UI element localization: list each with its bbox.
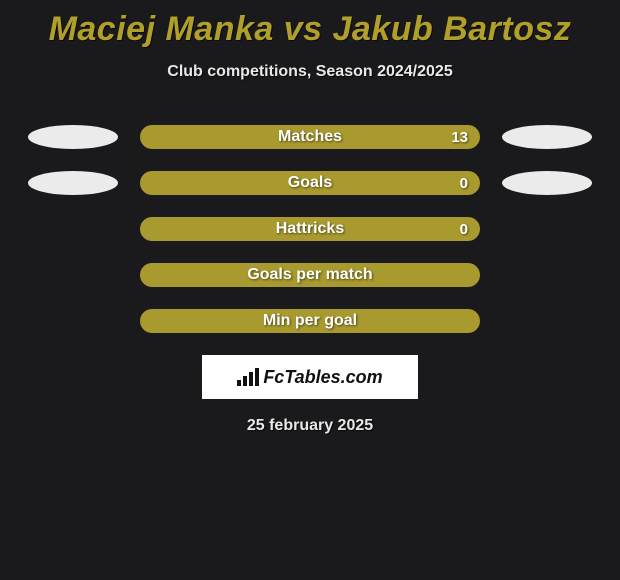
stat-bar: Hattricks 0 [140,217,480,241]
stat-row: Goals per match [0,263,620,287]
stat-bar: Goals per match [140,263,480,287]
stat-row: Goals 0 [0,171,620,195]
stat-bar: Min per goal [140,309,480,333]
logo-box: FcTables.com [202,355,418,399]
stat-label: Hattricks [276,220,344,238]
stat-row: Min per goal [0,309,620,333]
right-value-pill [502,125,592,149]
stat-value: 13 [451,129,468,146]
page-title: Maciej Manka vs Jakub Bartosz [0,0,620,49]
stat-bar: Goals 0 [140,171,480,195]
right-value-pill [502,171,592,195]
logo: FcTables.com [237,367,382,388]
stat-label: Matches [278,128,342,146]
stat-label: Min per goal [263,312,357,330]
left-value-pill [28,125,118,149]
stat-bar: Matches 13 [140,125,480,149]
date-text: 25 february 2025 [0,417,620,435]
left-value-pill [28,171,118,195]
bar-chart-icon [237,368,259,386]
stat-rows: Matches 13 Goals 0 Hattricks 0 Goals per… [0,125,620,333]
stat-label: Goals per match [247,266,372,284]
stat-row: Hattricks 0 [0,217,620,241]
stat-value: 0 [460,221,468,238]
subtitle: Club competitions, Season 2024/2025 [0,63,620,81]
stat-label: Goals [288,174,332,192]
stat-row: Matches 13 [0,125,620,149]
logo-text: FcTables.com [263,367,382,388]
stat-value: 0 [460,175,468,192]
